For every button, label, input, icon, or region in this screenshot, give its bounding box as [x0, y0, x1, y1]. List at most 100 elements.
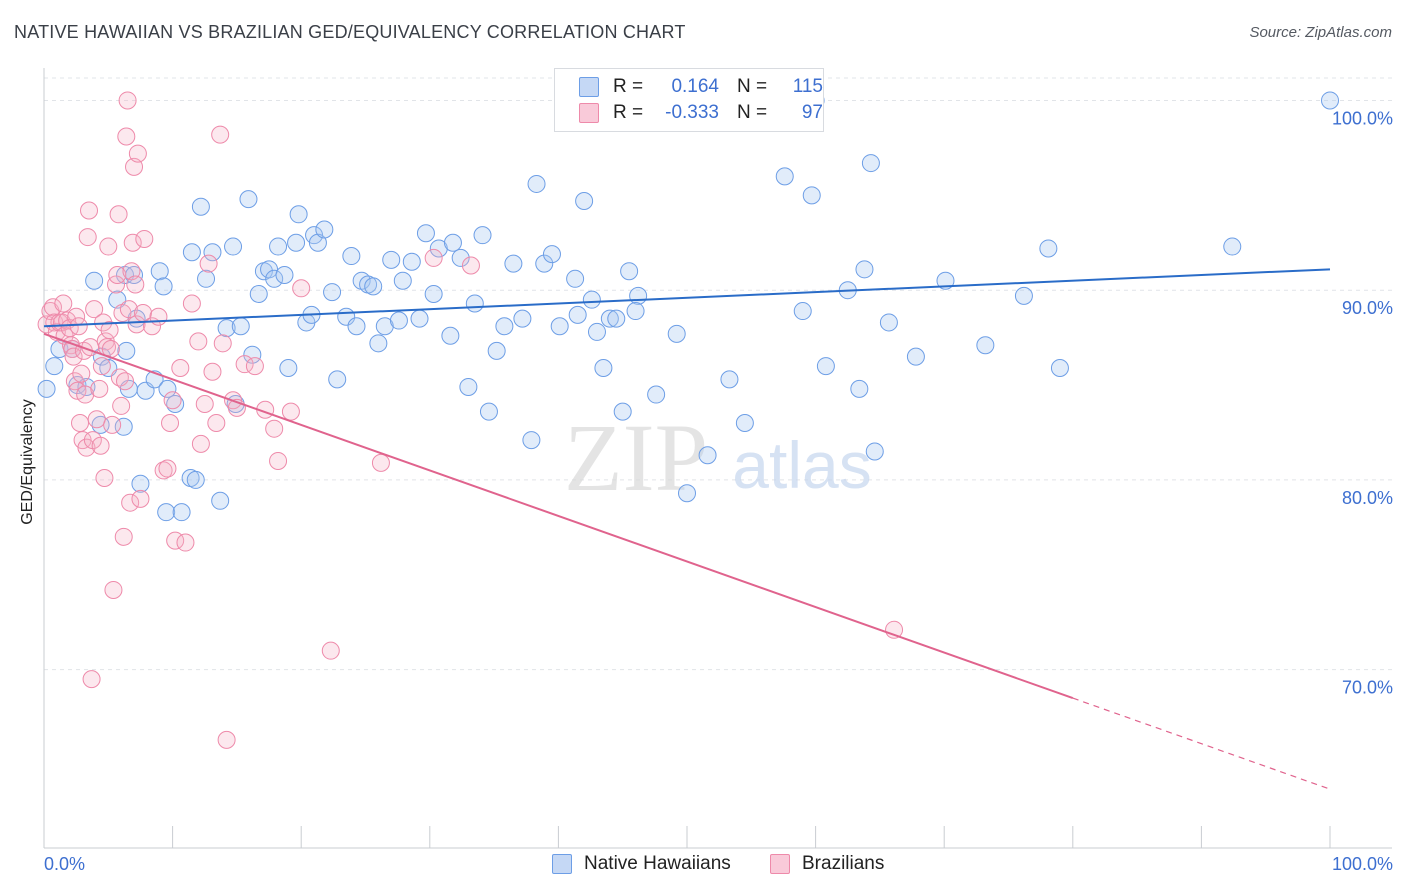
data-point-native-hawaiian: [217, 319, 236, 338]
data-point-brazilian: [149, 307, 168, 326]
data-point-brazilian: [125, 157, 144, 176]
data-point-brazilian: [158, 459, 177, 478]
legend-n-label: N =: [737, 102, 768, 123]
data-point-native-hawaiian: [323, 283, 342, 302]
data-point-brazilian: [100, 321, 119, 340]
axes: [43, 68, 1392, 849]
data-point-native-hawaiian: [424, 284, 443, 303]
data-point-brazilian: [265, 419, 284, 438]
data-point-native-hawaiian: [459, 377, 478, 396]
data-point-native-hawaiian: [224, 237, 243, 256]
data-point-native-hawaiian: [157, 503, 176, 522]
legend-r-value: 0.164: [671, 76, 719, 97]
chart-source: Source: ZipAtlas.com: [1249, 24, 1392, 41]
data-point-brazilian: [217, 730, 236, 749]
legend-r-label: R =: [613, 102, 644, 123]
data-point-native-hawaiian: [172, 503, 191, 522]
data-point-native-hawaiian: [108, 290, 127, 309]
data-point-native-hawaiian: [389, 311, 408, 330]
data-point-native-hawaiian: [513, 309, 532, 328]
data-point-native-hawaiian: [487, 341, 506, 360]
data-point-native-hawaiian: [45, 357, 64, 376]
data-point-brazilian: [176, 533, 195, 552]
data-point-native-hawaiian: [575, 192, 594, 211]
gridlines: [44, 77, 1392, 671]
data-point-native-hawaiian: [629, 286, 648, 305]
y-tick-label: 90.0%: [1342, 298, 1393, 318]
data-point-native-hawaiian: [37, 379, 56, 398]
legend-n-label: N =: [737, 76, 768, 97]
data-point-native-hawaiian: [364, 277, 383, 296]
data-point-native-hawaiian: [626, 302, 645, 321]
data-point-native-hawaiian: [1050, 358, 1069, 377]
series-legend-native-hawaiians: Native Hawaiians: [552, 852, 731, 876]
data-point-native-hawaiian: [211, 491, 230, 510]
data-point-brazilian: [80, 201, 99, 220]
series-legend-brazilians: Brazilians: [770, 852, 884, 876]
data-point-native-hawaiian: [1039, 239, 1058, 258]
data-point-brazilian: [123, 233, 142, 252]
data-point-brazilian: [182, 294, 201, 313]
data-point-native-hawaiian: [1321, 91, 1339, 110]
data-point-brazilian: [64, 347, 83, 366]
data-point-native-hawaiian: [275, 266, 294, 285]
data-point-native-hawaiian: [527, 174, 546, 193]
data-point-native-hawaiian: [594, 358, 613, 377]
data-point-native-hawaiian: [678, 484, 696, 503]
data-point-native-hawaiian: [936, 271, 955, 290]
legend-r-label: R =: [613, 76, 644, 97]
data-point-brazilian: [135, 229, 154, 248]
data-point-brazilian: [128, 144, 147, 163]
data-point-native-hawaiian: [698, 446, 717, 465]
data-point-brazilian: [109, 205, 128, 224]
data-point-brazilian: [72, 364, 91, 383]
data-point-native-hawaiian: [802, 186, 821, 205]
legend-series-name: Native Hawaiians: [584, 853, 731, 874]
data-point-native-hawaiian: [522, 431, 541, 450]
data-point-native-hawaiian: [347, 317, 366, 336]
data-point-brazilian: [114, 527, 133, 546]
data-point-native-hawaiian: [328, 370, 347, 389]
data-point-native-hawaiian: [410, 309, 429, 328]
data-point-native-hawaiian: [793, 302, 812, 321]
data-point-native-hawaiian: [154, 277, 173, 296]
legend-swatch-pink: [770, 854, 790, 874]
data-point-brazilian: [122, 262, 141, 281]
data-point-brazilian: [171, 358, 190, 377]
data-point-native-hawaiian: [369, 334, 388, 353]
data-point-brazilian: [69, 317, 88, 336]
data-point-native-hawaiian: [265, 269, 284, 288]
data-point-brazilian: [87, 410, 106, 429]
data-point-native-hawaiian: [647, 385, 666, 404]
y-tick-label: 80.0%: [1342, 488, 1393, 508]
data-point-native-hawaiian: [315, 220, 334, 239]
y-tick-label: 100.0%: [1332, 108, 1393, 128]
data-point-brazilian: [108, 266, 127, 285]
data-point-native-hawaiian: [861, 154, 880, 173]
data-point-brazilian: [161, 414, 180, 433]
legend-n-value: 115: [792, 76, 823, 97]
data-point-native-hawaiian: [131, 474, 150, 493]
legend-swatch-blue: [579, 77, 599, 97]
data-point-brazilian: [119, 300, 138, 319]
tick-labels: 70.0% 80.0% 90.0% 100.0% 0.0% 100.0%: [44, 108, 1393, 874]
data-point-native-hawaiian: [542, 245, 561, 264]
data-point-brazilian: [269, 451, 288, 470]
data-point-brazilian: [163, 391, 182, 410]
data-point-native-hawaiian: [504, 254, 523, 273]
data-point-native-hawaiian: [976, 336, 995, 355]
data-point-brazilian: [203, 362, 222, 381]
data-point-native-hawaiian: [243, 345, 262, 364]
data-point-brazilian: [77, 438, 96, 457]
data-point-native-hawaiian: [85, 271, 104, 290]
data-point-brazilian: [211, 125, 230, 144]
data-point-native-hawaiian: [1014, 286, 1033, 305]
data-point-brazilian: [121, 493, 140, 512]
data-point-native-hawaiian: [203, 243, 222, 262]
data-point-native-hawaiian: [186, 470, 205, 489]
data-point-brazilian: [104, 580, 123, 599]
data-points: [37, 91, 1339, 749]
data-point-brazilian: [371, 453, 390, 472]
data-point-brazilian: [91, 436, 110, 455]
